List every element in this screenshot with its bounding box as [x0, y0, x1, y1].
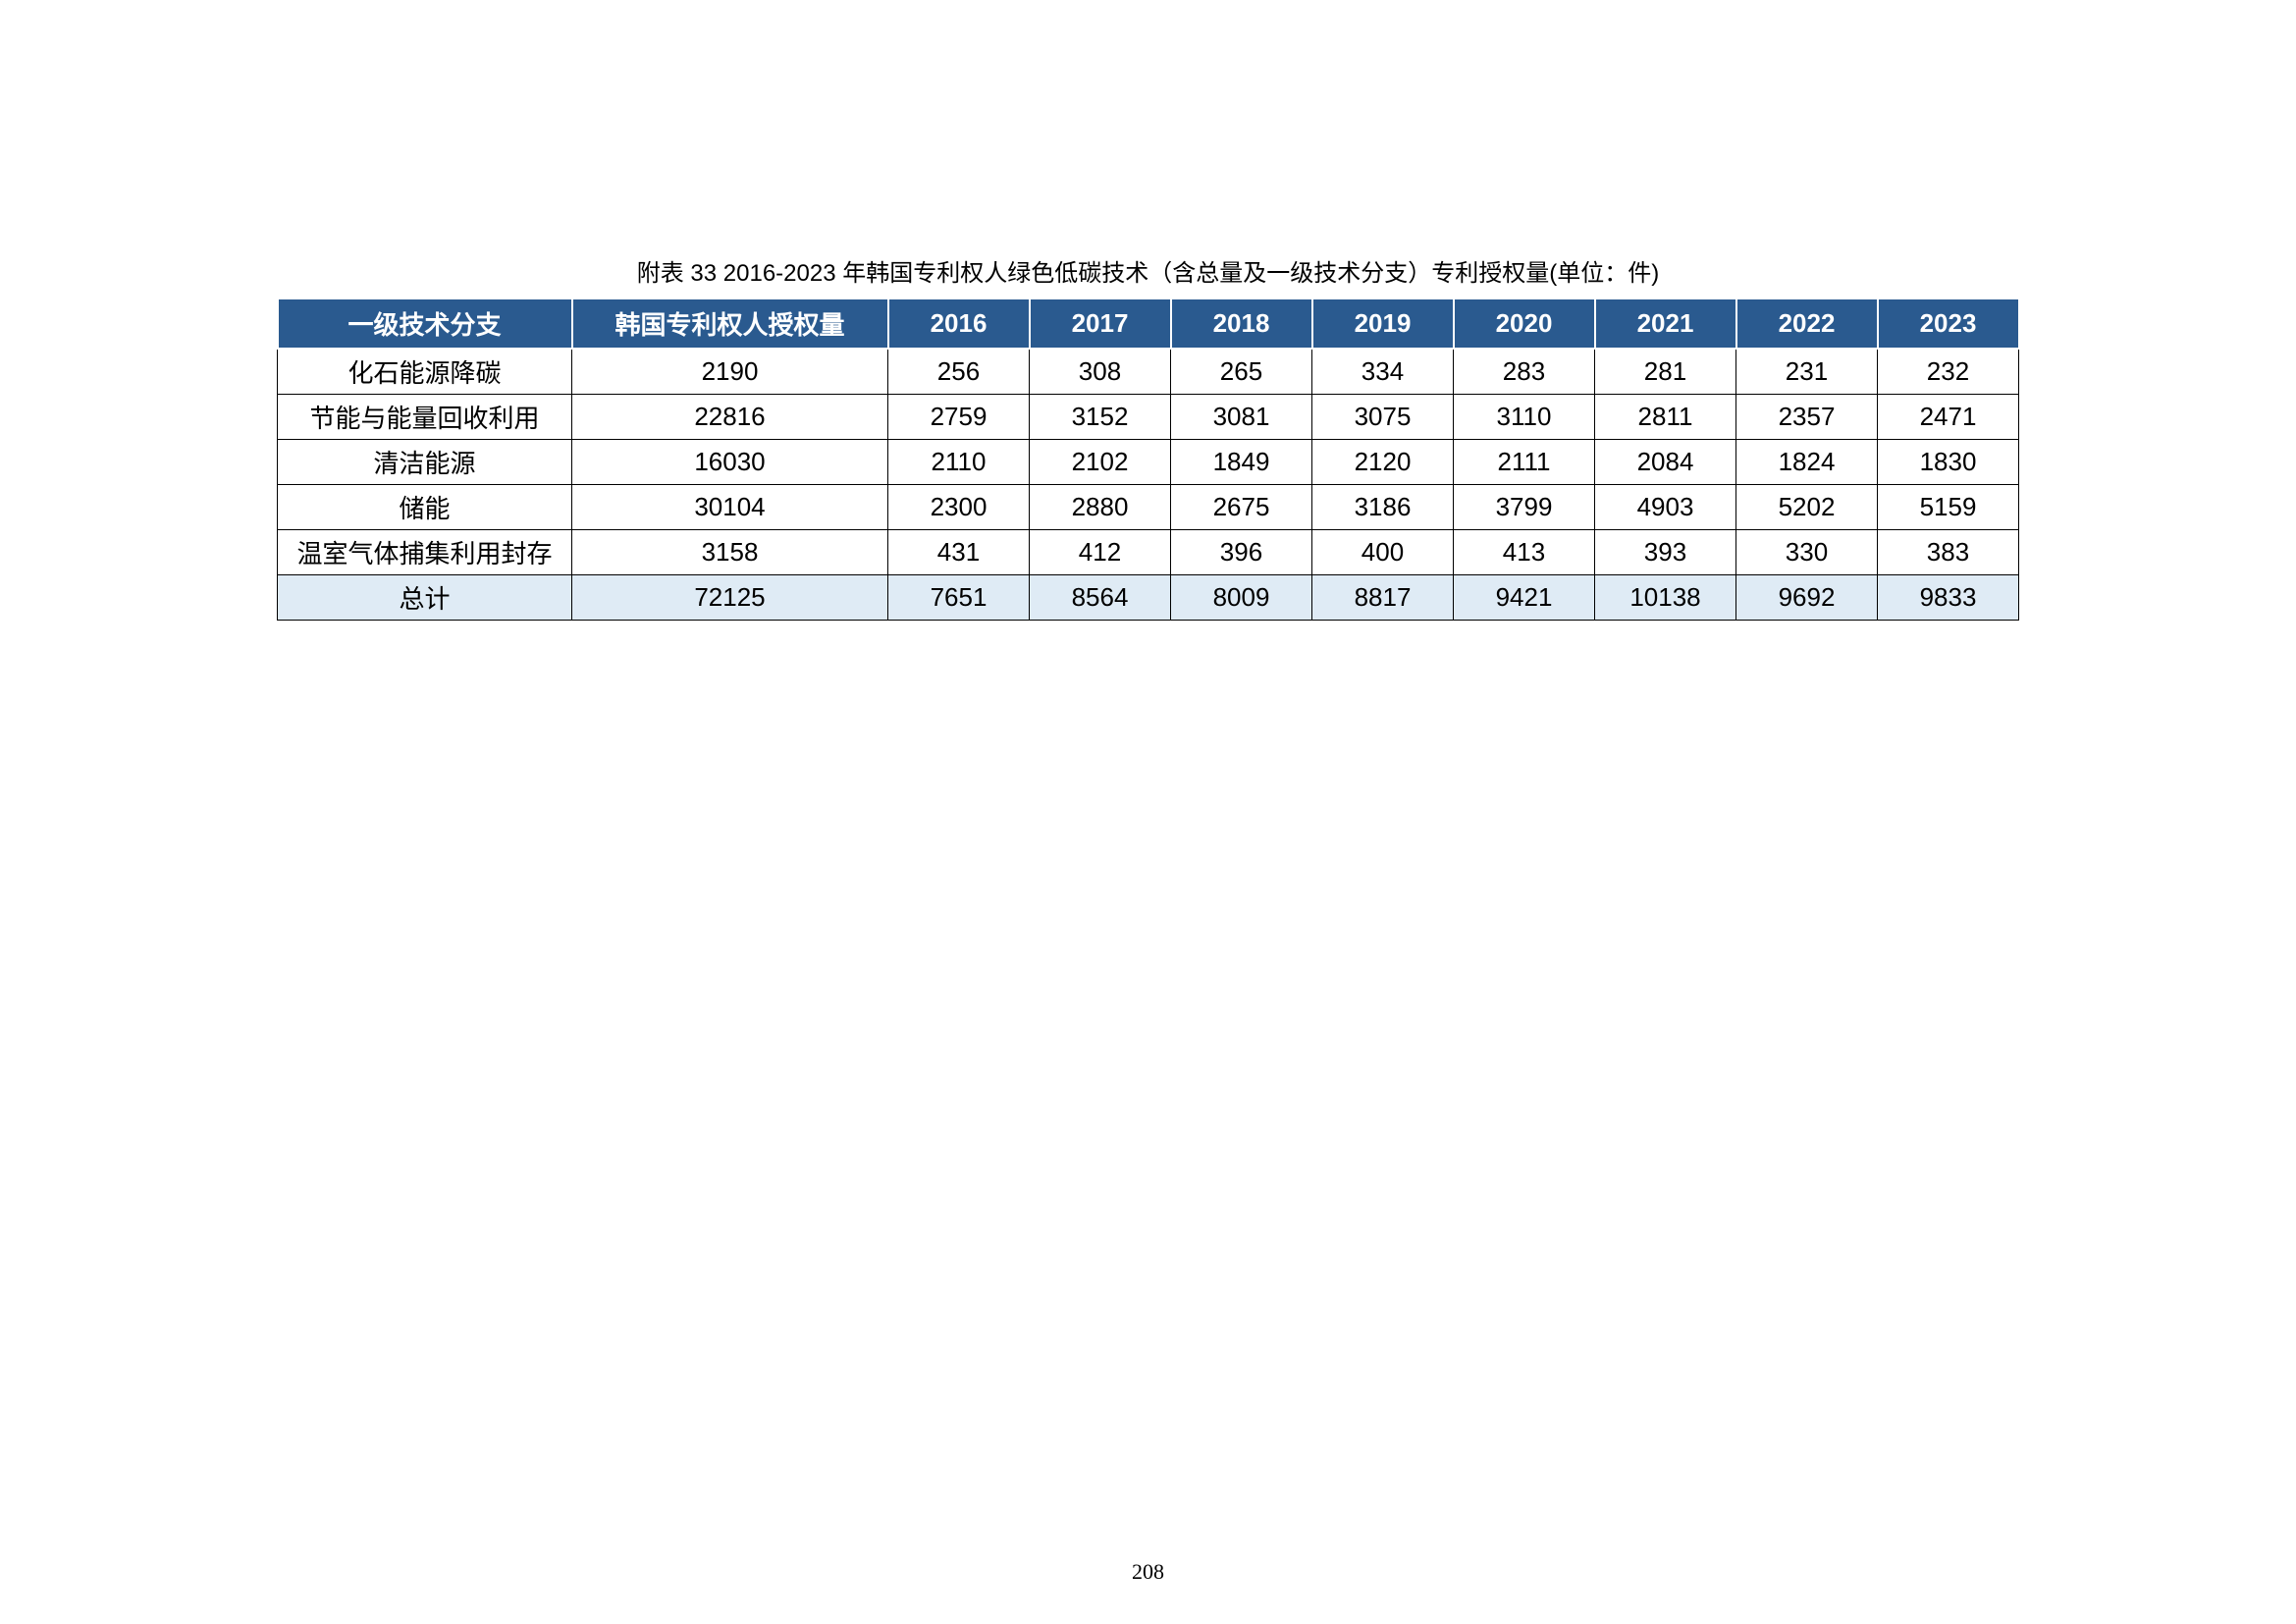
cell: 5159: [1878, 485, 2019, 530]
cell: 温室气体捕集利用封存: [278, 530, 572, 575]
cell: 3799: [1454, 485, 1595, 530]
cell: 281: [1595, 349, 1736, 395]
page-container: 附表 33 2016-2023 年韩国专利权人绿色低碳技术（含总量及一级技术分支…: [0, 0, 2296, 621]
cell: 232: [1878, 349, 2019, 395]
table-row: 节能与能量回收利用 22816 2759 3152 3081 3075 3110…: [278, 395, 2019, 440]
cell: 2759: [888, 395, 1030, 440]
page-number: 208: [0, 1559, 2296, 1585]
cell: 10138: [1595, 575, 1736, 621]
cell: 2120: [1312, 440, 1454, 485]
col-header: 2022: [1736, 298, 1878, 349]
cell: 2111: [1454, 440, 1595, 485]
table-row: 化石能源降碳 2190 256 308 265 334 283 281 231 …: [278, 349, 2019, 395]
cell: 413: [1454, 530, 1595, 575]
col-header: 2023: [1878, 298, 2019, 349]
cell: 2880: [1030, 485, 1171, 530]
cell: 9692: [1736, 575, 1878, 621]
cell: 3075: [1312, 395, 1454, 440]
total-row: 总计 72125 7651 8564 8009 8817 9421 10138 …: [278, 575, 2019, 621]
cell: 2357: [1736, 395, 1878, 440]
cell: 2675: [1171, 485, 1312, 530]
cell: 265: [1171, 349, 1312, 395]
cell: 清洁能源: [278, 440, 572, 485]
table-row: 清洁能源 16030 2110 2102 1849 2120 2111 2084…: [278, 440, 2019, 485]
table-body: 化石能源降碳 2190 256 308 265 334 283 281 231 …: [278, 349, 2019, 621]
cell: 383: [1878, 530, 2019, 575]
cell: 308: [1030, 349, 1171, 395]
cell: 3158: [572, 530, 888, 575]
cell: 2811: [1595, 395, 1736, 440]
cell: 5202: [1736, 485, 1878, 530]
col-header: 2018: [1171, 298, 1312, 349]
header-row: 一级技术分支 韩国专利权人授权量 2016 2017 2018 2019 202…: [278, 298, 2019, 349]
cell: 2110: [888, 440, 1030, 485]
cell: 2190: [572, 349, 888, 395]
cell: 256: [888, 349, 1030, 395]
col-header: 2016: [888, 298, 1030, 349]
cell: 8009: [1171, 575, 1312, 621]
cell: 16030: [572, 440, 888, 485]
cell: 1849: [1171, 440, 1312, 485]
cell: 231: [1736, 349, 1878, 395]
cell: 7651: [888, 575, 1030, 621]
cell: 节能与能量回收利用: [278, 395, 572, 440]
cell: 2300: [888, 485, 1030, 530]
cell: 8564: [1030, 575, 1171, 621]
cell: 化石能源降碳: [278, 349, 572, 395]
cell: 4903: [1595, 485, 1736, 530]
cell: 储能: [278, 485, 572, 530]
patent-table: 一级技术分支 韩国专利权人授权量 2016 2017 2018 2019 202…: [277, 298, 2020, 621]
cell: 1824: [1736, 440, 1878, 485]
col-header: 2017: [1030, 298, 1171, 349]
col-header: 2020: [1454, 298, 1595, 349]
col-header: 韩国专利权人授权量: [572, 298, 888, 349]
cell: 3081: [1171, 395, 1312, 440]
cell: 3152: [1030, 395, 1171, 440]
table-row: 温室气体捕集利用封存 3158 431 412 396 400 413 393 …: [278, 530, 2019, 575]
cell: 22816: [572, 395, 888, 440]
col-header: 2019: [1312, 298, 1454, 349]
cell: 330: [1736, 530, 1878, 575]
cell: 8817: [1312, 575, 1454, 621]
cell: 283: [1454, 349, 1595, 395]
cell: 431: [888, 530, 1030, 575]
col-header: 一级技术分支: [278, 298, 572, 349]
cell: 400: [1312, 530, 1454, 575]
cell: 30104: [572, 485, 888, 530]
cell: 396: [1171, 530, 1312, 575]
cell: 334: [1312, 349, 1454, 395]
table-head: 一级技术分支 韩国专利权人授权量 2016 2017 2018 2019 202…: [278, 298, 2019, 349]
cell: 2471: [1878, 395, 2019, 440]
cell: 393: [1595, 530, 1736, 575]
cell: 1830: [1878, 440, 2019, 485]
table-caption: 附表 33 2016-2023 年韩国专利权人绿色低碳技术（含总量及一级技术分支…: [0, 253, 2296, 288]
cell: 412: [1030, 530, 1171, 575]
cell: 9421: [1454, 575, 1595, 621]
table-row: 储能 30104 2300 2880 2675 3186 3799 4903 5…: [278, 485, 2019, 530]
cell: 3110: [1454, 395, 1595, 440]
cell: 72125: [572, 575, 888, 621]
cell: 9833: [1878, 575, 2019, 621]
cell: 总计: [278, 575, 572, 621]
cell: 2102: [1030, 440, 1171, 485]
cell: 2084: [1595, 440, 1736, 485]
col-header: 2021: [1595, 298, 1736, 349]
cell: 3186: [1312, 485, 1454, 530]
